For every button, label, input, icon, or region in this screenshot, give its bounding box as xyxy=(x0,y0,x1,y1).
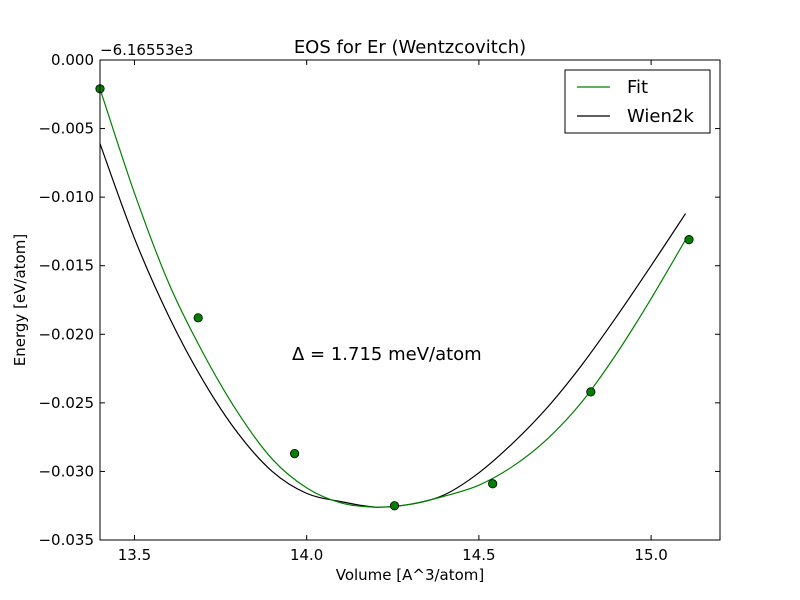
y-tick-label: −0.030 xyxy=(38,462,94,480)
data-point xyxy=(488,479,498,489)
y-tick-label: −0.020 xyxy=(38,325,94,343)
x-tick-label: 15.0 xyxy=(634,546,667,564)
series-layer xyxy=(95,84,694,511)
legend-label-fit: Fit xyxy=(627,77,648,98)
chart-title: EOS for Er (Wentzcovitch) xyxy=(294,37,526,58)
series-line-fit xyxy=(100,88,687,508)
series-line-wien2k xyxy=(100,143,687,508)
legend-label-wien2k: Wien2k xyxy=(627,106,694,127)
data-point xyxy=(684,235,694,245)
y-offset-text: −6.16553e3 xyxy=(100,41,193,59)
data-point xyxy=(586,387,596,397)
y-tick-label: −0.025 xyxy=(38,394,94,412)
ticks-layer: 13.5 14.0 14.5 15.0 0.000 −0.005 −0.010 −0.015 −… xyxy=(38,51,720,564)
x-axis-label: Volume [A^3/atom] xyxy=(336,566,485,584)
delta-annotation: Δ = 1.715 meV/atom xyxy=(292,344,482,365)
data-point xyxy=(193,313,203,323)
data-point xyxy=(389,501,400,511)
x-tick-label: 14.5 xyxy=(462,546,495,564)
y-tick-label: −0.010 xyxy=(38,188,94,206)
plot-frame xyxy=(99,59,721,541)
legend-box xyxy=(564,69,711,134)
y-tick-label: −0.015 xyxy=(38,257,94,275)
x-tick-label: 13.5 xyxy=(118,546,151,564)
y-tick-label: 0.000 xyxy=(51,51,94,69)
y-tick-label: −0.035 xyxy=(38,531,94,549)
legend: Fit Wien2k xyxy=(564,69,711,134)
data-point xyxy=(290,448,300,459)
x-tick-label: 14.0 xyxy=(290,546,323,564)
y-tick-label: −0.005 xyxy=(38,120,94,138)
y-axis-label: Energy [eV/atom] xyxy=(11,234,29,366)
